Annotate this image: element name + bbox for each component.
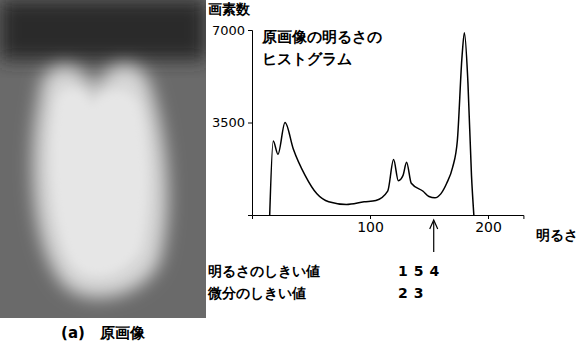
photo-heart: [33, 65, 167, 298]
photo-background: [0, 0, 206, 318]
caption: (a) 原画像: [61, 324, 146, 342]
threshold-label: 明るさのしきい値: [208, 263, 320, 279]
threshold-value: 23: [398, 285, 429, 301]
y-tick-label: 7000: [212, 23, 245, 38]
photo-dark-top: [0, 0, 206, 60]
threshold-arrow: [433, 222, 434, 252]
y-tick-mark: [248, 123, 252, 124]
x-tick-label: 200: [475, 219, 502, 235]
figure: (a) 原画像 100 200 3500 7000 画素数明るさ 原画像の明るさのヒストグラ…: [0, 0, 582, 345]
y-axis: 3500 7000: [212, 23, 253, 216]
threshold-value: 154: [398, 263, 445, 279]
y-axis-line: [248, 31, 253, 216]
x-tick: 200: [475, 215, 502, 235]
photo-heart-core: [51, 89, 147, 276]
threshold-label: 微分のしきい値: [207, 285, 306, 301]
y-tick-mark: [248, 30, 252, 31]
threshold-arrow-head: [430, 220, 438, 229]
x-tick-label: 100: [357, 219, 384, 235]
y-tick: 3500: [212, 115, 252, 130]
annotation: 原画像の明るさの: [261, 28, 382, 46]
histogram-line: [270, 33, 474, 215]
plot-area: [270, 33, 474, 215]
photo: [0, 0, 206, 318]
x-tick: 100: [357, 215, 384, 235]
y-tick-label: 3500: [212, 115, 245, 130]
x-axis: 100 200: [253, 215, 524, 235]
x-axis-title: 明るさ: [536, 227, 578, 243]
annotation: ヒストグラム: [262, 50, 352, 68]
y-axis-title: 画素数: [208, 1, 251, 17]
y-tick: 7000: [212, 23, 252, 38]
